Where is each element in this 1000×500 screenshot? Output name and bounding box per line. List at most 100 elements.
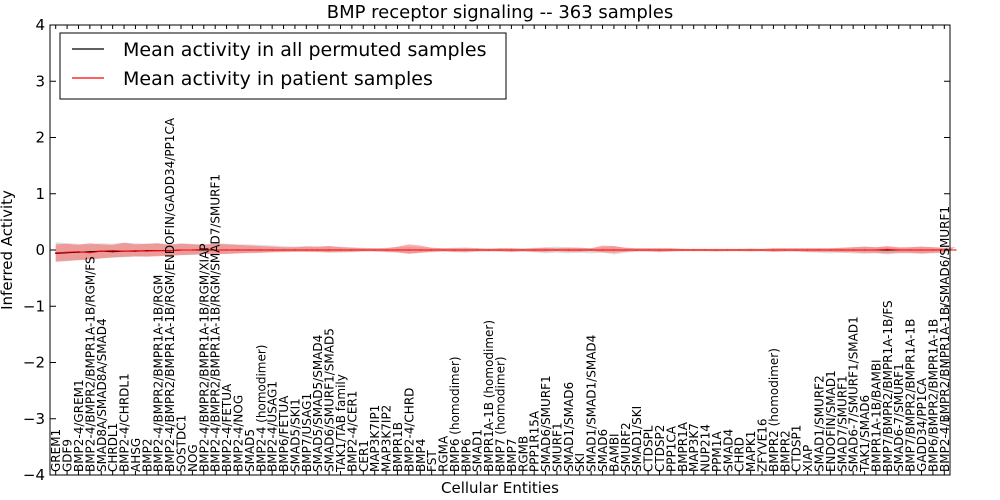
point-series-1 bbox=[556, 249, 558, 251]
y-tick-label: −4 bbox=[23, 466, 45, 484]
x-tick-label: PPP1R15A bbox=[528, 410, 542, 472]
band-series-1 bbox=[55, 242, 956, 262]
point-series-1 bbox=[157, 250, 159, 252]
point-series-1 bbox=[704, 249, 706, 251]
y-axis: −4 −3 −2 −1 0 1 2 3 4 bbox=[23, 16, 950, 484]
x-tick-label: SMAD4 bbox=[721, 429, 735, 472]
point-series-1 bbox=[898, 249, 900, 251]
y-tick-label: 3 bbox=[35, 72, 45, 90]
x-tick-label: BMP2-4/CHRDL1 bbox=[118, 373, 132, 472]
point-series-1 bbox=[317, 249, 319, 251]
point-series-1 bbox=[89, 252, 91, 254]
point-series-1 bbox=[795, 249, 797, 251]
y-tick-label: 0 bbox=[35, 241, 45, 259]
x-tick-label: SMURF2 bbox=[619, 422, 633, 472]
y-tick-label: 4 bbox=[35, 16, 45, 34]
x-tick-label: BMP2-4/GREM1 bbox=[72, 379, 86, 472]
x-tick-label: RGMA bbox=[437, 435, 451, 472]
point-series-1 bbox=[180, 249, 182, 251]
x-tick-label: NUP214 bbox=[699, 424, 713, 472]
point-series-1 bbox=[465, 249, 467, 251]
point-series-1 bbox=[875, 249, 877, 251]
point-series-1 bbox=[829, 249, 832, 251]
x-tick-label: BMPR2 (homodimer) bbox=[767, 348, 781, 472]
x-tick-label: SMAD6-7/SMURF1/SMAD1 bbox=[847, 316, 861, 472]
point-series-1 bbox=[567, 249, 570, 251]
x-tick-label: MAP3K7 bbox=[687, 423, 701, 472]
legend-label-permuted: Mean activity in all permuted samples bbox=[123, 39, 486, 61]
point-series-1 bbox=[339, 249, 342, 251]
chart-title: BMP receptor signaling -- 363 samples bbox=[327, 2, 674, 23]
point-series-1 bbox=[123, 250, 125, 252]
point-series-1 bbox=[476, 249, 478, 251]
x-tick-label: CTDSP1 bbox=[790, 425, 804, 472]
point-series-1 bbox=[134, 250, 136, 252]
point-series-1 bbox=[305, 249, 307, 251]
x-tick-label: CTDSPL bbox=[642, 425, 656, 472]
x-tick-label: ENDOFIN/SMAD1 bbox=[824, 370, 838, 472]
x-tick-label: CER1 bbox=[357, 440, 371, 472]
point-series-1 bbox=[772, 249, 775, 251]
point-series-1 bbox=[522, 249, 524, 251]
point-series-1 bbox=[920, 249, 923, 251]
point-series-1 bbox=[271, 249, 273, 251]
x-tick-label: SOSTDC1 bbox=[175, 415, 189, 472]
x-tick-label: BMP2-4 (homodimer) bbox=[254, 344, 268, 472]
point-series-1 bbox=[146, 250, 148, 252]
x-tick-label: BMPR1A-1B/BAMBI bbox=[869, 359, 883, 472]
x-tick-label: MAP3K7IP1 bbox=[368, 405, 382, 472]
y-tick-label: 1 bbox=[35, 185, 45, 203]
point-series-1 bbox=[681, 249, 683, 251]
point-series-1 bbox=[214, 249, 216, 251]
x-tick-label: SMAD6-7/SMURF1 bbox=[892, 363, 906, 472]
point-series-1 bbox=[351, 249, 353, 251]
x-tick-label: BMP7 (homodimer) bbox=[494, 356, 508, 472]
point-series-1 bbox=[841, 249, 843, 251]
point-series-1 bbox=[727, 249, 729, 251]
point-series-1 bbox=[886, 248, 888, 250]
x-tick-label: BMP2-4/BMPR2/BMPR1A-1B/SMAD6/SMURF1 bbox=[938, 206, 952, 472]
x-tick-label: BMP2-4/FETUA bbox=[220, 383, 234, 472]
x-tick-label: XIAP bbox=[801, 445, 815, 472]
point-series-1 bbox=[100, 250, 102, 252]
point-series-1 bbox=[533, 249, 535, 251]
point-series-1 bbox=[237, 249, 239, 251]
x-tick-label: SMAD1 bbox=[471, 429, 485, 472]
point-series-1 bbox=[715, 249, 718, 251]
point-series-1 bbox=[590, 249, 592, 251]
x-tick-label: SMAD1/SMAD1/SMAD4 bbox=[585, 335, 599, 472]
point-series-1 bbox=[55, 252, 57, 254]
x-tick-label: GDF9 bbox=[61, 439, 75, 472]
x-tick-label: BMPR1A-1B (homodimer) bbox=[482, 320, 496, 472]
x-tick-label: BMP2-4/BMPR2/BMPR1A-1B/RGM/SMAD7/SMURF1 bbox=[209, 174, 223, 472]
point-series-1 bbox=[408, 249, 410, 251]
point-series-1 bbox=[226, 249, 228, 251]
point-series-1 bbox=[545, 249, 547, 251]
point-series-1 bbox=[282, 249, 285, 251]
point-series-1 bbox=[647, 249, 649, 251]
confidence-bands bbox=[55, 242, 956, 263]
x-tick-label: CTDSP2 bbox=[653, 425, 667, 472]
x-tick-label: MAP3K7IP2 bbox=[380, 405, 394, 472]
x-tick-label: BMP6/FETUA bbox=[277, 395, 291, 472]
x-tick-label: BMP2 bbox=[140, 438, 154, 471]
x-tick-label: BMP2-4/BMPR2/BMPR1A-1B/RGM/ENDOFIN/GADD3… bbox=[163, 117, 177, 472]
point-series-0 bbox=[112, 251, 114, 253]
point-series-1 bbox=[294, 249, 296, 251]
line-series-1 bbox=[55, 248, 956, 254]
x-tick-label: SMURF1 bbox=[551, 422, 565, 472]
x-tick-label: SMAD8A/SMAD8A/SMAD4 bbox=[95, 318, 109, 472]
x-tick-label: BMP4 bbox=[414, 439, 428, 472]
point-series-1 bbox=[260, 249, 262, 251]
x-tick-label: CHRD bbox=[733, 437, 747, 472]
x-tick-label: ZFYVE16 bbox=[756, 418, 770, 472]
y-tick-label: −1 bbox=[23, 297, 45, 315]
x-tick-label: BMP7/BMPR2/BMPR1A-1B bbox=[904, 319, 918, 472]
x-tick-label: BAMBI bbox=[607, 433, 621, 472]
x-tick-label: BMP7 bbox=[505, 439, 519, 472]
x-tick-label: BMP2-4/USAG1 bbox=[266, 381, 280, 472]
x-tick-label: SMAD6/SMURF1 bbox=[539, 375, 553, 472]
y-tick-label: −2 bbox=[23, 354, 45, 372]
point-series-1 bbox=[419, 249, 421, 251]
x-tick-label: BMP2-4/BMPR2/BMPR1A-1B/RGM/FS bbox=[83, 256, 97, 472]
